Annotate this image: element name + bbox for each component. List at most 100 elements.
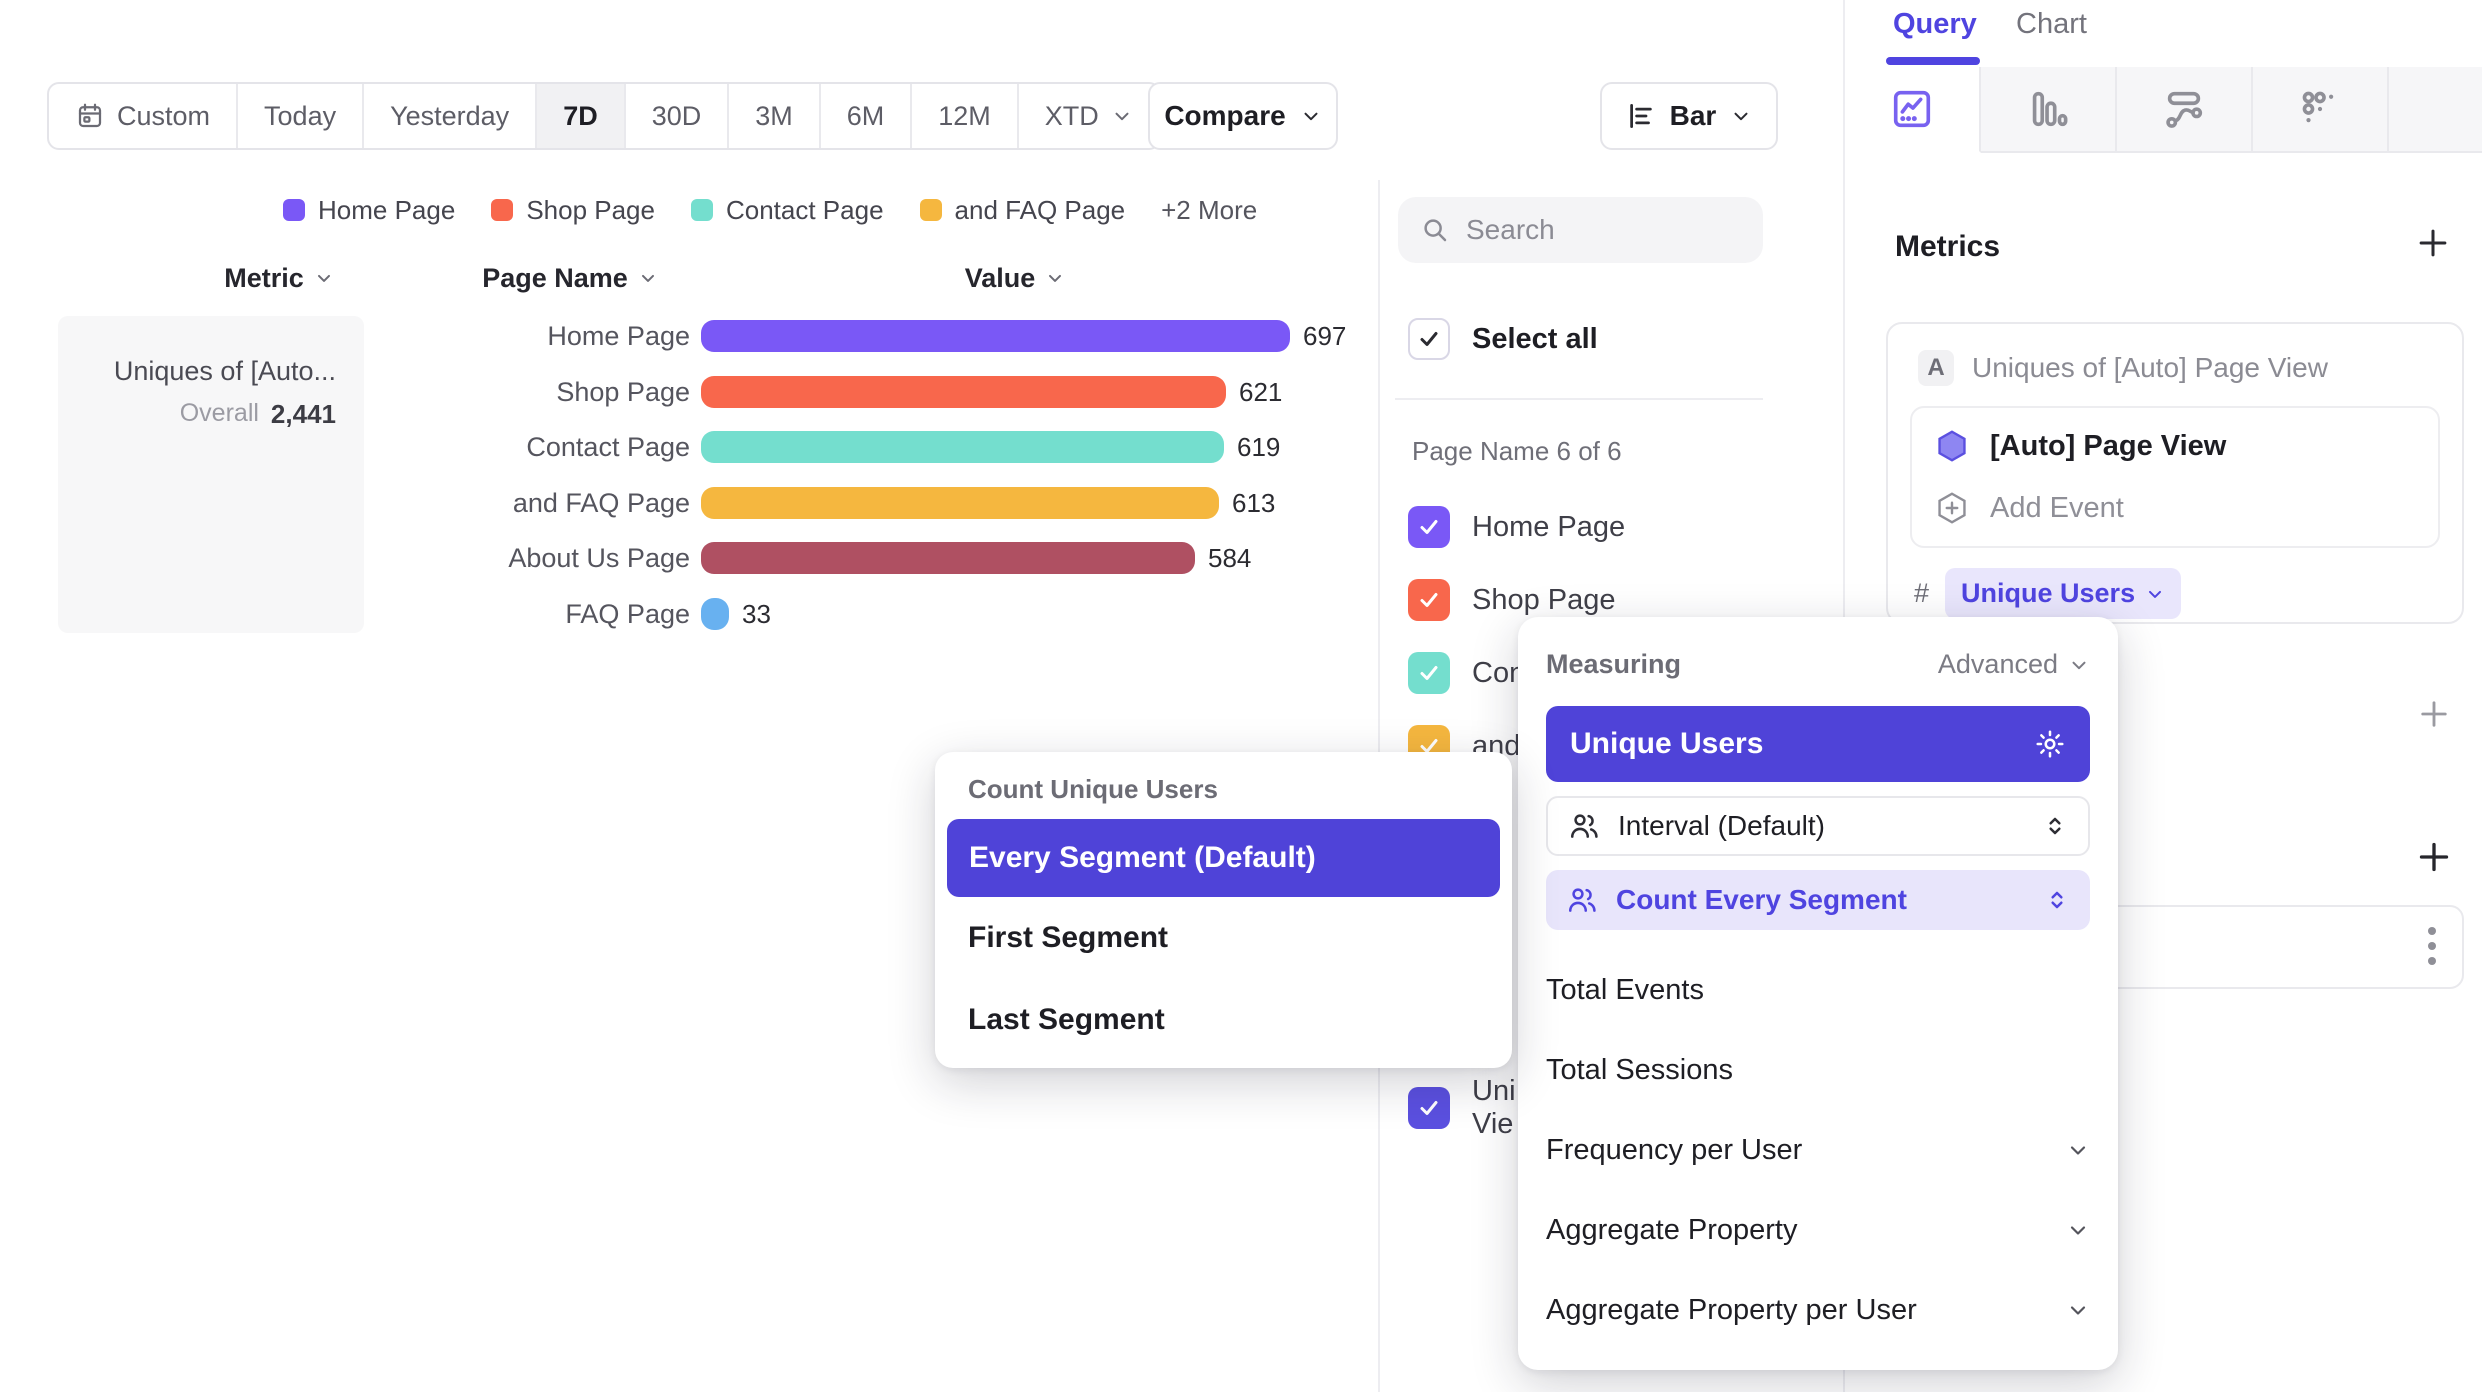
option-total-events[interactable]: Total Events	[1546, 973, 1704, 1006]
date-range-12m[interactable]: 12M	[910, 84, 1017, 148]
bar[interactable]	[701, 431, 1224, 463]
add-breakdown-button[interactable]	[2414, 837, 2454, 877]
chevron-down-icon	[1049, 274, 1062, 282]
check-icon	[1420, 1101, 1438, 1115]
metric-title: Uniques of [Auto...	[113, 356, 336, 386]
legend-item[interactable]: and FAQ Page	[919, 195, 1125, 226]
segment-search[interactable]	[1398, 197, 1763, 263]
option-unique-users-selected[interactable]: Unique Users	[1546, 706, 2090, 782]
bar[interactable]	[701, 376, 1226, 408]
legend-item[interactable]: Home Page	[283, 195, 455, 226]
option-aggregate-property-per-user[interactable]: Aggregate Property per User	[1546, 1270, 2090, 1350]
metric-definition-card[interactable]: A Uniques of [Auto] Page View [Auto] Pag…	[1886, 322, 2464, 624]
option-total-sessions[interactable]: Total Sessions	[1546, 1053, 1733, 1086]
kebab-menu-icon[interactable]	[2428, 927, 2436, 965]
compare-button[interactable]: Compare	[1148, 82, 1338, 150]
column-header-page-name[interactable]: Page Name	[460, 262, 680, 294]
select-all-row[interactable]: Select all	[1408, 318, 1598, 360]
measurement-dropdown[interactable]: Unique Users	[1945, 568, 2182, 619]
count-unique-users-title: Count Unique Users	[968, 774, 1218, 804]
bar-value-label: 584	[1208, 542, 1252, 573]
check-icon	[1420, 666, 1438, 680]
flow-icon	[2166, 91, 2203, 128]
bar-category-label: and FAQ Page	[512, 488, 690, 518]
chevron-down-icon	[2070, 1226, 2086, 1235]
bar-category-label: Shop Page	[556, 377, 690, 407]
tab-retention[interactable]	[2253, 67, 2389, 153]
bar[interactable]	[701, 542, 1195, 574]
gear-icon[interactable]	[2034, 728, 2066, 760]
add-filter-button[interactable]	[2416, 696, 2452, 732]
option-aggregate-property[interactable]: Aggregate Property	[1546, 1190, 2090, 1270]
advanced-toggle[interactable]: Advanced	[1938, 649, 2090, 680]
add-event-row[interactable]: Add Event	[1934, 490, 2416, 526]
chart-type-dropdown[interactable]: Bar	[1600, 82, 1778, 150]
column-header-value[interactable]: Value	[905, 262, 1125, 294]
measuring-popup-header: Measuring Advanced	[1546, 617, 2090, 680]
tab-insights[interactable]	[1845, 67, 1981, 153]
date-range-xtd[interactable]: XTD	[1016, 84, 1159, 148]
date-range-yesterday[interactable]: Yesterday	[362, 84, 535, 148]
measurement-row: # Unique Users	[1910, 568, 2440, 619]
add-metric-button[interactable]	[2414, 224, 2452, 262]
date-range-7d[interactable]: 7D	[535, 84, 624, 148]
option-frequency-per-user[interactable]: Frequency per User	[1546, 1110, 2090, 1190]
legend-swatch	[283, 199, 305, 221]
segment-row-clipped[interactable]: Uni Vie	[1408, 1075, 1532, 1141]
metric-overall: Overall 2,441	[179, 399, 336, 429]
date-range-custom[interactable]: Custom	[49, 84, 236, 148]
segment-checkbox[interactable]	[1408, 652, 1450, 694]
option-last-segment[interactable]: Last Segment	[968, 1003, 1165, 1036]
option-every-segment-selected[interactable]: Every Segment (Default)	[947, 819, 1500, 897]
tab-query[interactable]: Query	[1893, 8, 1977, 40]
date-range-today[interactable]: Today	[236, 84, 362, 148]
stepper-icon[interactable]	[2044, 887, 2070, 913]
segment-row-home-page[interactable]: Home Page	[1408, 506, 1625, 548]
segment-checkbox[interactable]	[1408, 1087, 1450, 1129]
bar-category-label: Home Page	[547, 321, 690, 351]
count-unique-users-popup: Count Unique Users Every Segment (Defaul…	[935, 752, 1512, 1068]
event-row[interactable]: [Auto] Page View	[1934, 428, 2416, 464]
bar[interactable]	[701, 487, 1219, 519]
segment-checkbox[interactable]	[1408, 506, 1450, 548]
bar[interactable]	[701, 320, 1290, 352]
add-event-hexagon-icon	[1938, 492, 1966, 524]
chart-row: FAQ Page 33	[0, 598, 1370, 630]
segment-group-label: Page Name 6 of 6	[1412, 436, 1622, 466]
stepper-icon[interactable]	[2042, 813, 2068, 839]
sidebar-section-divider	[1395, 398, 1763, 400]
chevron-down-icon	[1304, 112, 1318, 121]
metric-summary-card[interactable]: Uniques of [Auto... Overall 2,441	[58, 316, 364, 633]
users-icon	[1571, 814, 1598, 838]
metric-ref-row: A Uniques of [Auto] Page View	[1918, 350, 2440, 386]
chart-row: About Us Page 584	[0, 542, 1370, 574]
metric-letter-badge: A	[1918, 350, 1954, 386]
tab-chart[interactable]: Chart	[2016, 8, 2087, 40]
select-all-label: Select all	[1472, 322, 1598, 355]
tab-funnels[interactable]	[1981, 67, 2117, 153]
search-input[interactable]	[1466, 214, 1736, 246]
date-range-30d[interactable]: 30D	[623, 84, 728, 148]
count-every-segment-control[interactable]: Count Every Segment	[1546, 870, 2090, 930]
metrics-heading: Metrics	[1895, 230, 2001, 263]
search-icon	[1424, 219, 1447, 242]
measuring-title: Measuring	[1546, 649, 1682, 679]
column-header-metric[interactable]: Metric	[169, 262, 389, 294]
measuring-popup: Measuring Advanced Unique Users Interval…	[1518, 617, 2118, 1370]
chevron-down-icon	[2070, 1306, 2086, 1315]
interval-control[interactable]: Interval (Default)	[1546, 796, 2090, 856]
tab-flows[interactable]	[2117, 67, 2253, 153]
segment-row-shop-page[interactable]: Shop Page	[1408, 579, 1616, 621]
legend-more[interactable]: +2 More	[1161, 194, 1258, 225]
legend-item[interactable]: Shop Page	[491, 195, 655, 226]
legend-item[interactable]: Contact Page	[690, 195, 884, 226]
select-all-checkbox[interactable]	[1408, 318, 1450, 360]
chevron-down-icon	[2072, 661, 2086, 669]
date-range-6m[interactable]: 6M	[818, 84, 911, 148]
add-event-label: Add Event	[1990, 491, 2124, 524]
segment-checkbox[interactable]	[1408, 579, 1450, 621]
option-first-segment[interactable]: First Segment	[968, 921, 1169, 954]
date-range-3m[interactable]: 3M	[727, 84, 819, 148]
bar[interactable]	[701, 598, 729, 630]
